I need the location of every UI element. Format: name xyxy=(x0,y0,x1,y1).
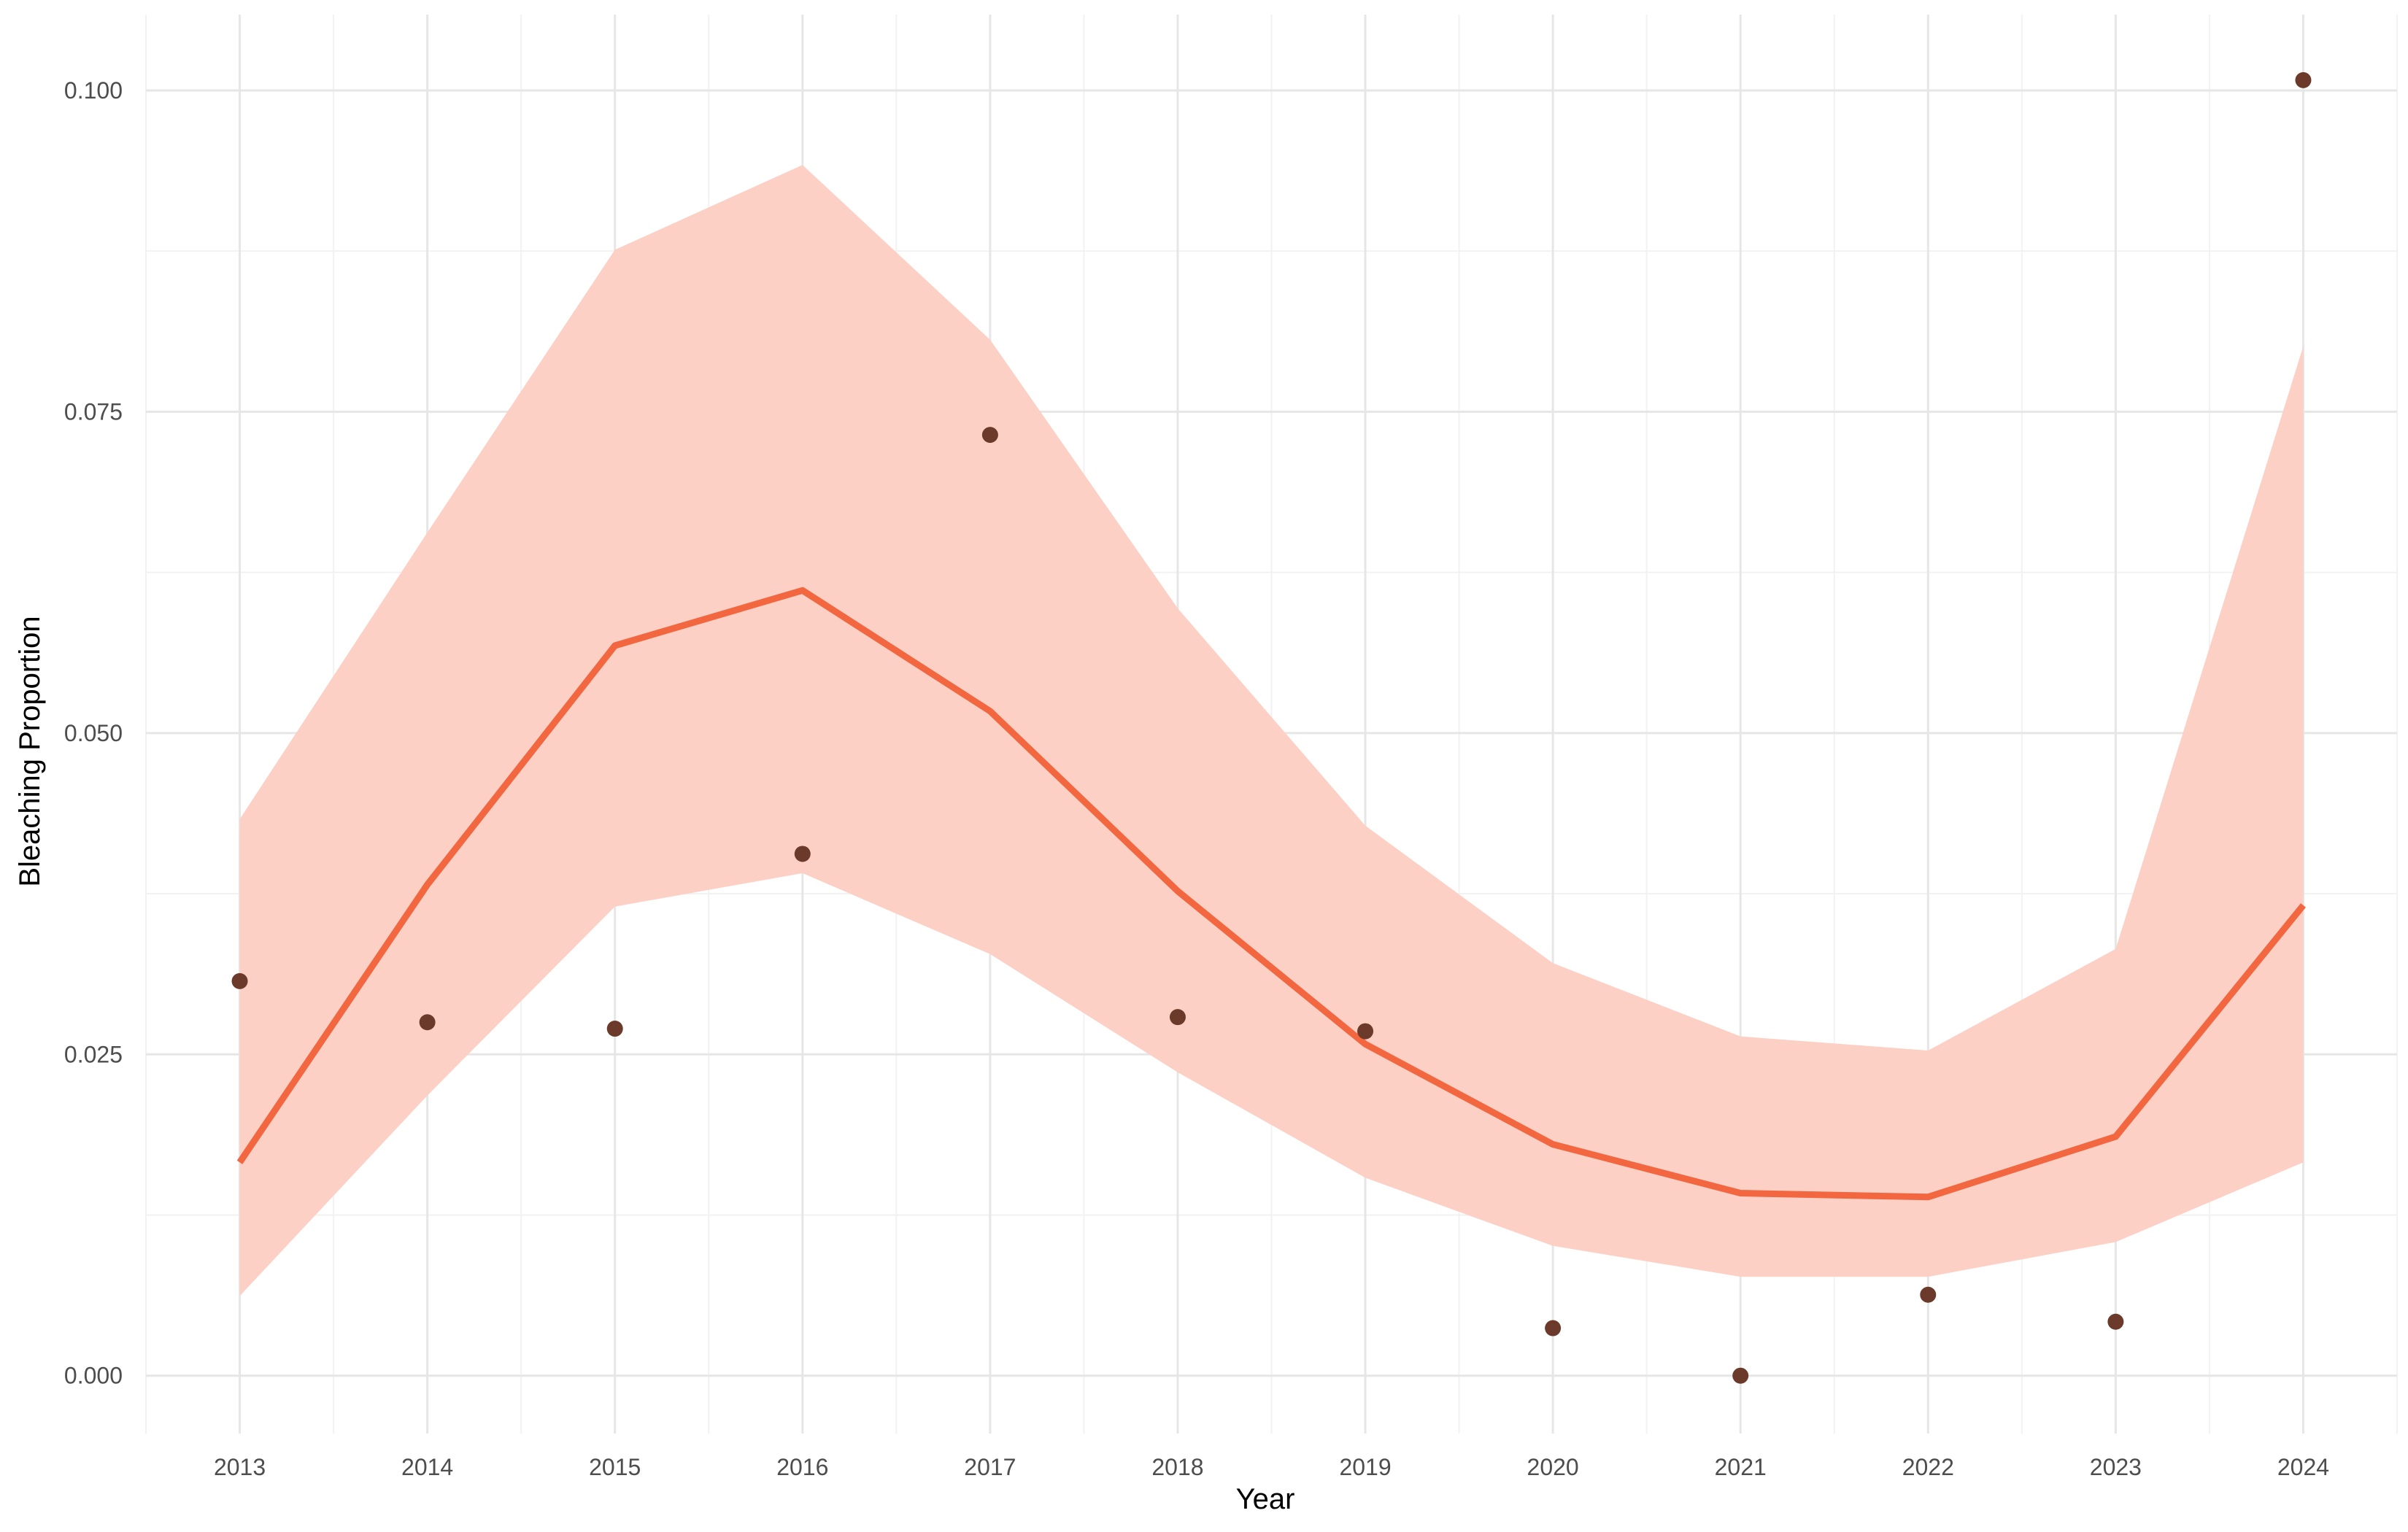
x-tick-label: 2014 xyxy=(401,1454,453,1480)
x-tick-label: 2021 xyxy=(1715,1454,1767,1480)
x-tick-label: 2023 xyxy=(2090,1454,2142,1480)
observed-point xyxy=(1169,1009,1186,1026)
observed-point xyxy=(2295,71,2312,88)
x-tick-label: 2015 xyxy=(589,1454,641,1480)
x-tick-label: 2022 xyxy=(1902,1454,1954,1480)
x-tick-label: 2017 xyxy=(964,1454,1016,1480)
observed-point xyxy=(1920,1286,1937,1303)
x-tick-label: 2019 xyxy=(1339,1454,1391,1480)
y-tick-label: 0.000 xyxy=(64,1363,123,1389)
observed-point xyxy=(1732,1367,1749,1384)
x-tick-label: 2016 xyxy=(776,1454,828,1480)
observed-point xyxy=(231,972,248,989)
x-tick-label: 2013 xyxy=(214,1454,266,1480)
y-tick-label: 0.075 xyxy=(64,398,123,425)
fitted-line xyxy=(236,587,2306,1201)
observed-point xyxy=(1545,1320,1562,1336)
observed-point xyxy=(981,427,998,444)
observed-point xyxy=(606,1021,623,1037)
y-axis-title: Bleaching Proportion xyxy=(14,616,46,886)
observed-point xyxy=(794,846,811,862)
x-tick-label: 2020 xyxy=(1527,1454,1579,1480)
x-axis-ticks: 2013 2014 2015 2016 2017 2018 2019 2020 2021 2022… xyxy=(214,1454,2329,1480)
x-tick-label: 2018 xyxy=(1151,1454,1203,1480)
x-tick-label: 2024 xyxy=(2277,1454,2329,1480)
y-tick-label: 0.050 xyxy=(64,720,123,746)
y-tick-label: 0.025 xyxy=(64,1041,123,1067)
observed-point xyxy=(2107,1313,2124,1330)
observed-point xyxy=(419,1014,436,1031)
y-tick-label: 0.100 xyxy=(64,77,123,104)
observed-points xyxy=(231,71,2312,1384)
y-axis-ticks: 0.000 0.025 0.050 0.075 0.100 xyxy=(64,77,123,1389)
x-axis-title: Year xyxy=(1236,1483,1295,1515)
observed-point xyxy=(1357,1023,1374,1040)
confidence-ribbon xyxy=(239,165,2304,1296)
